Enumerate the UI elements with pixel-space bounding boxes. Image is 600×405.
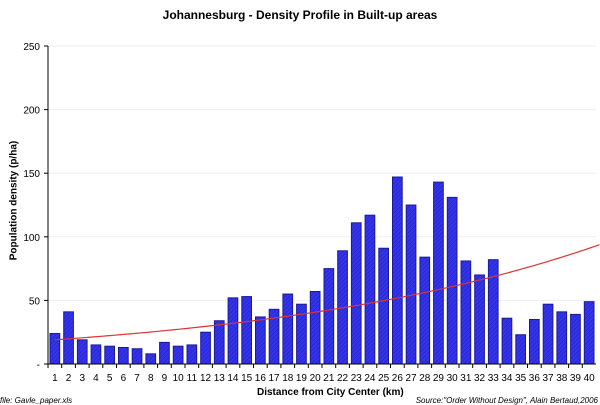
x-tick-label: 7 (134, 373, 140, 384)
x-tick-label: 9 (162, 373, 168, 384)
x-tick-label: 25 (378, 373, 390, 384)
bar (364, 214, 376, 365)
bar (49, 332, 61, 365)
x-tick-label: 24 (364, 373, 376, 384)
x-tick-label: 26 (392, 373, 404, 384)
y-tick-label: 250 (23, 42, 40, 53)
bar (145, 353, 157, 365)
y-tick-label: 100 (23, 233, 40, 244)
x-tick-label: 31 (460, 373, 472, 384)
x-tick-label: 17 (268, 373, 280, 384)
bar (433, 181, 444, 365)
y-tick-label: 50 (29, 296, 41, 307)
x-tick-label: 40 (584, 373, 596, 384)
x-tick-label: 18 (282, 373, 294, 384)
x-tick-label: 16 (255, 373, 267, 384)
x-tick-label: 29 (433, 373, 445, 384)
bar (309, 290, 321, 365)
trendline (54, 244, 600, 341)
x-tick-label: 6 (121, 373, 127, 384)
x-tick-label: 30 (447, 373, 459, 384)
bar (76, 339, 88, 365)
bar (460, 260, 472, 365)
bar (570, 313, 581, 365)
bar (556, 311, 568, 365)
bar (227, 297, 239, 365)
x-tick-label: 32 (474, 373, 486, 384)
bar (63, 311, 74, 365)
bar (350, 222, 362, 365)
x-tick-label: 12 (200, 373, 212, 384)
bar (501, 317, 513, 365)
bar (405, 204, 417, 365)
x-tick-label: 15 (241, 373, 253, 384)
x-tick-label: 34 (501, 373, 513, 384)
bar (186, 344, 198, 365)
x-tick-label: 13 (214, 373, 226, 384)
x-tick-label: 8 (148, 373, 154, 384)
bar (529, 318, 540, 365)
bar (542, 303, 554, 365)
x-tick-label: 22 (337, 373, 349, 384)
y-tick-label: - (37, 360, 40, 371)
x-tick-label: 3 (79, 373, 85, 384)
bar (323, 268, 335, 365)
x-tick-label: 28 (419, 373, 431, 384)
y-tick-label: 200 (23, 106, 40, 117)
x-tick-label: 23 (351, 373, 363, 384)
x-tick-label: 11 (187, 373, 198, 384)
x-tick-label: 21 (323, 373, 335, 384)
chart-title: Johannesburg - Density Profile in Built-… (162, 8, 438, 22)
x-tick-label: 1 (52, 373, 58, 384)
bar (200, 331, 211, 365)
x-tick-label: 27 (405, 373, 417, 384)
bar (118, 346, 129, 365)
y-tick-label: 150 (23, 169, 40, 180)
x-tick-label: 14 (227, 373, 239, 384)
x-tick-label: 10 (173, 373, 185, 384)
source-note: Source:"Order Without Design", Alain Ber… (415, 396, 598, 405)
x-tick-label: 33 (488, 373, 500, 384)
x-tick-label: 19 (296, 373, 308, 384)
x-tick-label: 4 (93, 373, 99, 384)
bar (515, 334, 526, 365)
x-tick-label: 2 (66, 373, 72, 384)
file-note: file: Gavle_paper.xls (0, 396, 73, 405)
bar (378, 247, 389, 365)
x-tick-label: 35 (515, 373, 527, 384)
x-tick-label: 5 (107, 373, 113, 384)
bar (474, 274, 485, 365)
bar (255, 316, 266, 365)
x-tick-label: 37 (542, 373, 554, 384)
bar (213, 320, 225, 365)
x-tick-label: 20 (310, 373, 322, 384)
x-tick-label: 38 (556, 373, 568, 384)
bar (392, 176, 403, 365)
bar (172, 345, 184, 365)
bar (159, 341, 170, 365)
bar (104, 345, 116, 365)
bar (241, 296, 253, 365)
bar (90, 344, 102, 365)
bar (583, 301, 595, 365)
x-tick-label: 39 (570, 373, 582, 384)
bar (131, 348, 143, 365)
bar (446, 196, 458, 365)
x-axis-label: Distance from City Center (km) (257, 387, 404, 398)
x-tick-label: 36 (529, 373, 541, 384)
bar (282, 293, 294, 365)
bar (419, 256, 431, 365)
